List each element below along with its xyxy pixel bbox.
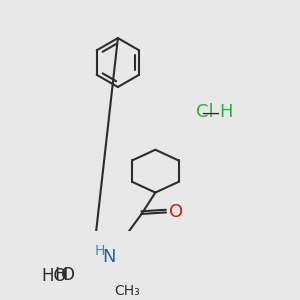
Text: Cl: Cl <box>196 103 214 121</box>
Text: O: O <box>61 266 75 284</box>
Text: HO: HO <box>41 267 67 285</box>
Text: H: H <box>219 103 232 121</box>
Text: N: N <box>102 248 116 266</box>
Text: H: H <box>95 244 106 258</box>
Text: CH₃: CH₃ <box>114 284 140 298</box>
Text: H: H <box>54 266 68 284</box>
Text: O: O <box>169 203 183 221</box>
Text: —: — <box>201 103 219 121</box>
